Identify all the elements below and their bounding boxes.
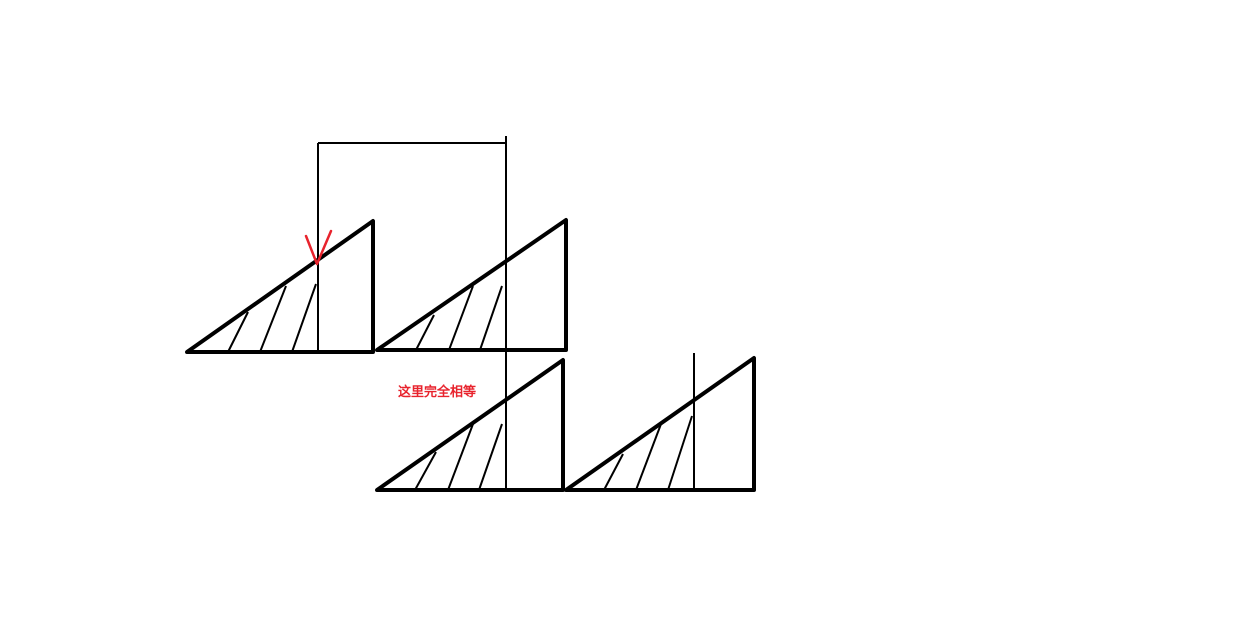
triangle-row2-2 bbox=[564, 353, 756, 492]
triangle-row1-1 bbox=[185, 219, 375, 354]
triangle-row1-2 bbox=[375, 218, 568, 352]
annotation-label: 这里完全相等 bbox=[398, 384, 476, 400]
hatch-lines bbox=[603, 415, 693, 491]
check-mark-icon bbox=[304, 229, 333, 266]
triangle-outline bbox=[375, 218, 568, 352]
triangle-outline bbox=[185, 219, 375, 354]
triangle-row2-1 bbox=[375, 358, 565, 492]
hatch-lines bbox=[415, 285, 503, 351]
hatch-lines bbox=[414, 423, 503, 491]
hatch-lines bbox=[227, 283, 317, 353]
top-bracket bbox=[317, 136, 507, 492]
triangle-outline bbox=[375, 358, 565, 492]
